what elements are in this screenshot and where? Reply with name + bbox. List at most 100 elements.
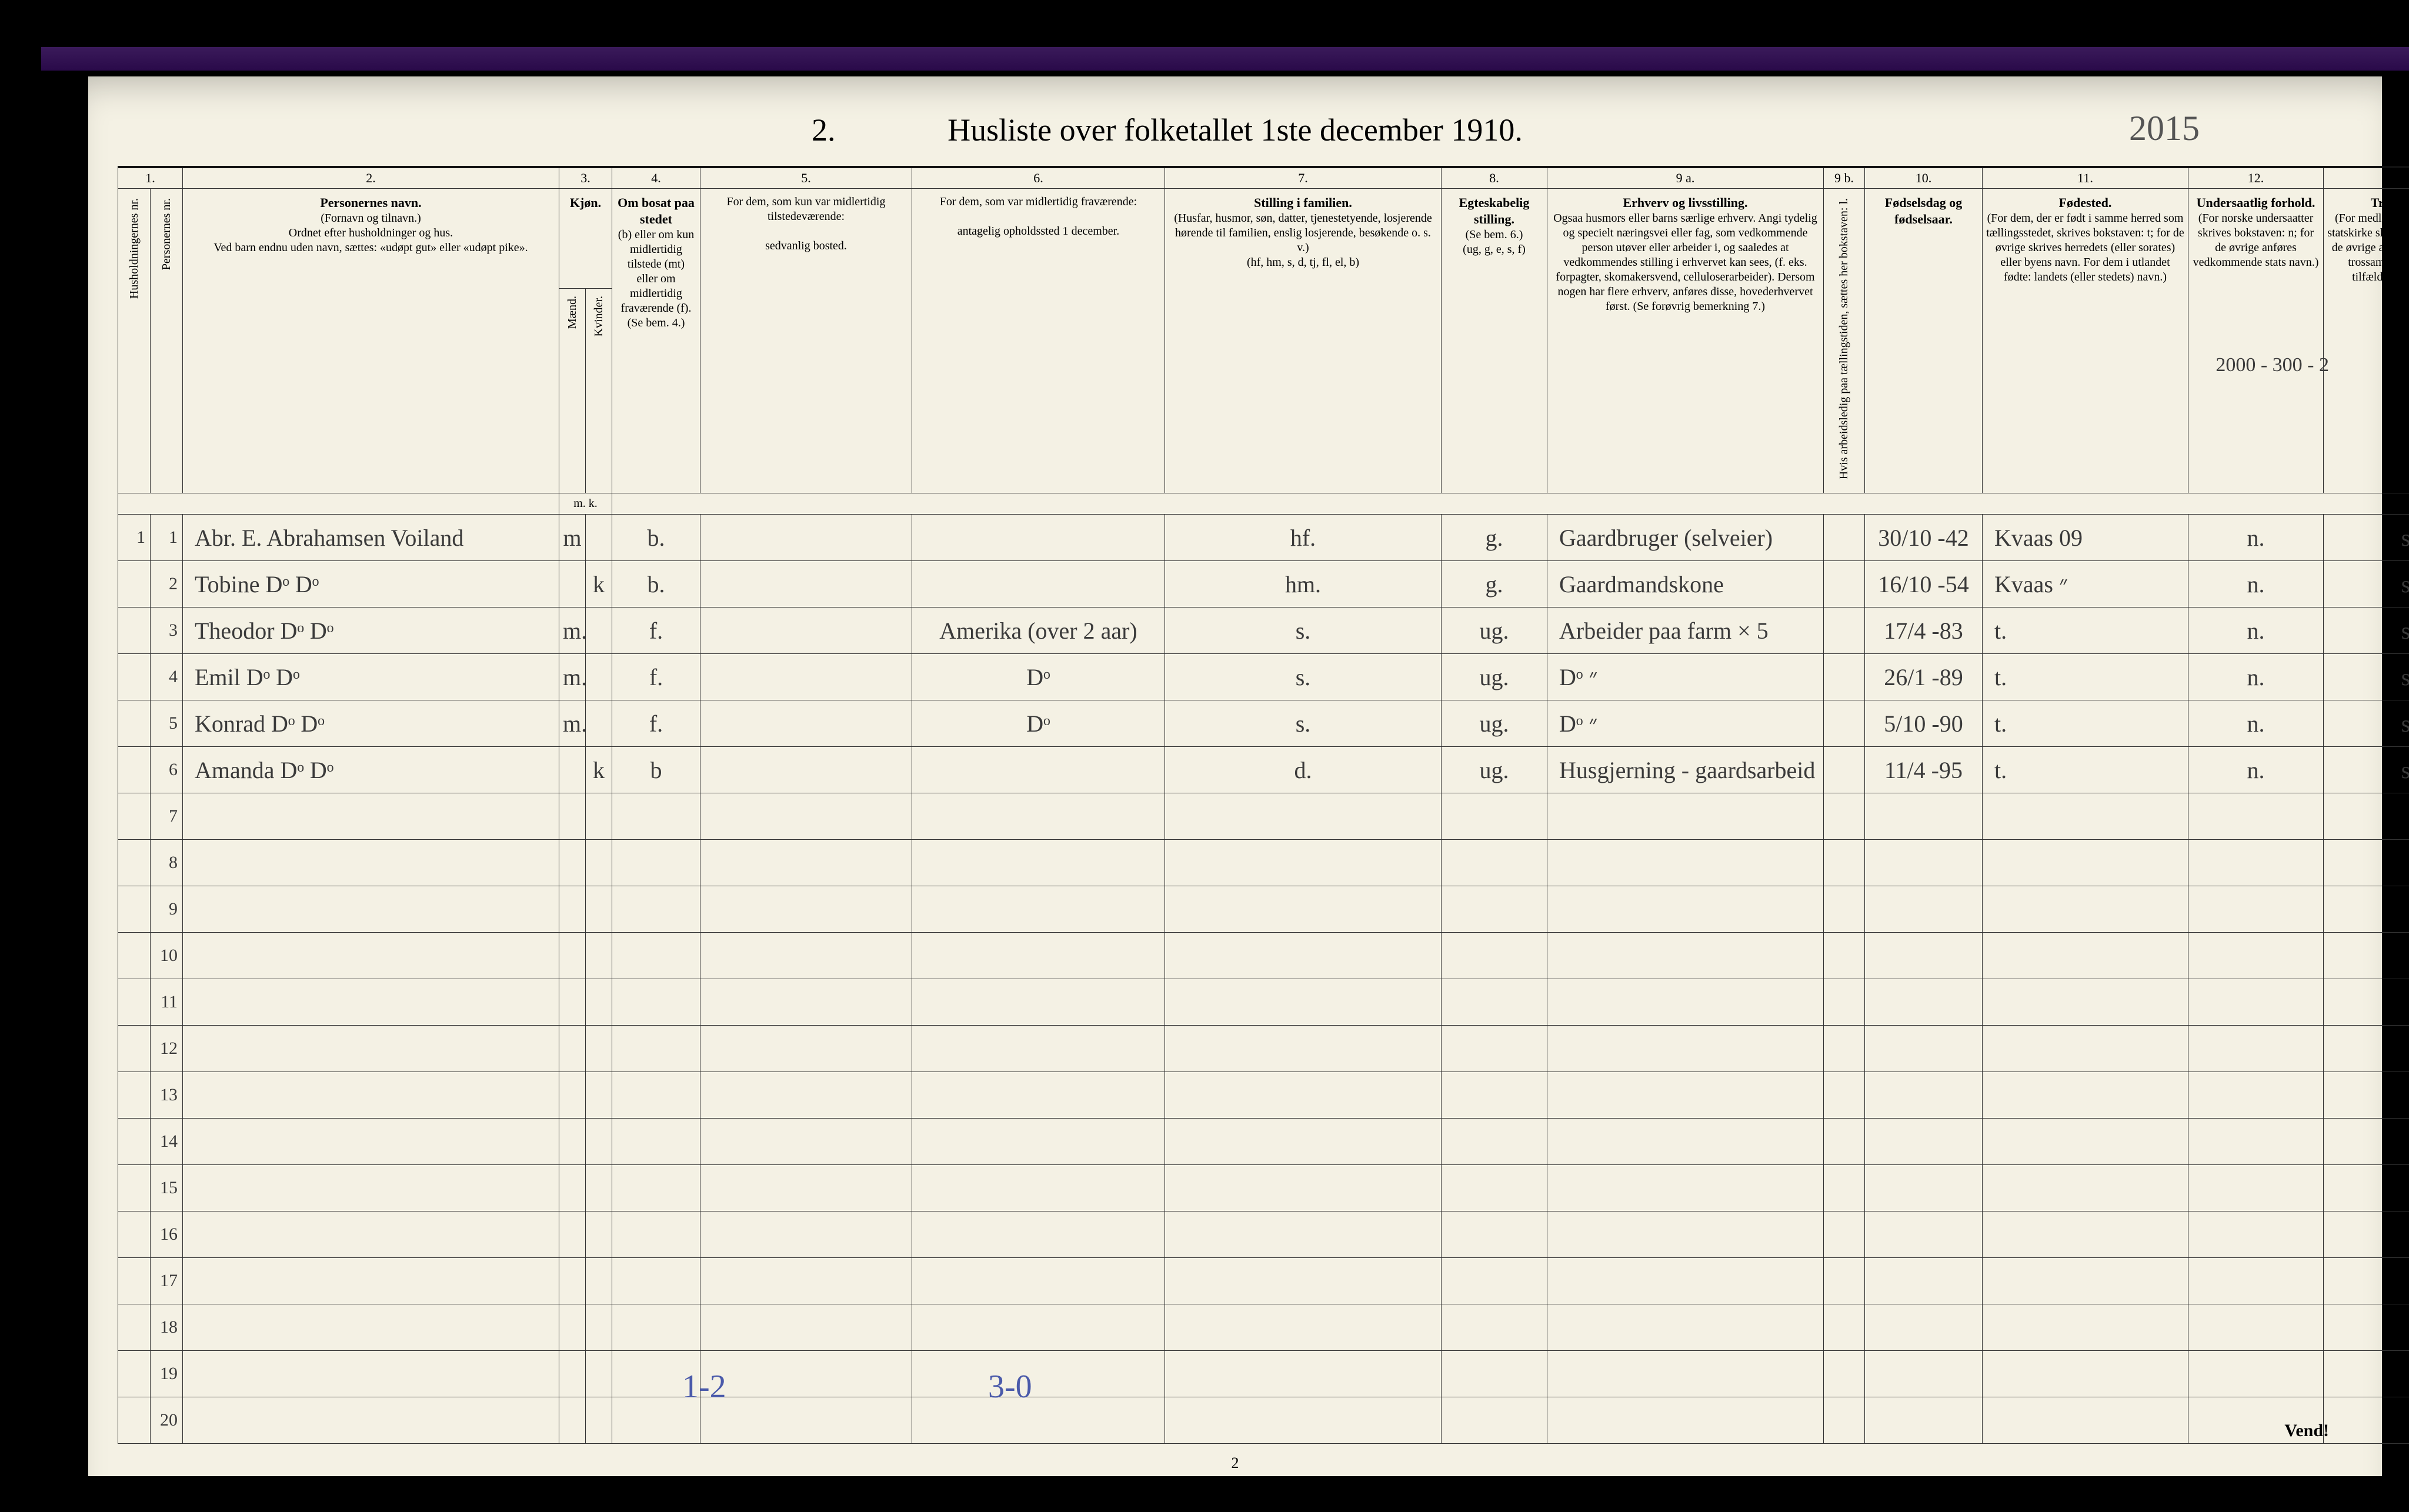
- midl-frav-cell: [912, 747, 1165, 793]
- empty-cell: [586, 1119, 612, 1165]
- fodsel-cell: 5/10 -90: [1865, 700, 1983, 747]
- empty-cell: [1983, 1165, 2188, 1211]
- empty-cell: [700, 840, 912, 886]
- midl-tilstede-cell: [700, 561, 912, 608]
- hdr-egteskab-title: Egteskabelig stilling.: [1459, 195, 1530, 226]
- midl-frav-cell: Dᵒ: [912, 700, 1165, 747]
- empty-cell: [1983, 1119, 2188, 1165]
- empty-cell: [612, 1119, 700, 1165]
- above-row-annotation: 2000 - 300 - 2: [2216, 354, 2329, 376]
- household-nr-cell: [118, 979, 151, 1026]
- mk-blank: [118, 493, 559, 515]
- household-nr-cell: [118, 1026, 151, 1072]
- hdr-stilling-fam-title: Stilling i familien.: [1254, 195, 1352, 210]
- empty-cell: [1165, 793, 1442, 840]
- bosat-cell: f.: [612, 654, 700, 700]
- empty-cell: [559, 886, 586, 933]
- empty-cell: [1983, 1072, 2188, 1119]
- empty-cell: [1983, 886, 2188, 933]
- hdr-kvinder: Kvinder.: [586, 288, 612, 493]
- hdr-erhverv-body: Ogsaa husmors eller barns særlige erhver…: [1553, 212, 1817, 313]
- sex-m-cell: [559, 561, 586, 608]
- empty-cell: [912, 886, 1165, 933]
- midl-tilstede-cell: [700, 700, 912, 747]
- empty-cell: [183, 1026, 559, 1072]
- empty-cell: [700, 793, 912, 840]
- empty-cell: [559, 1165, 586, 1211]
- fodested-cell: t.: [1983, 700, 2188, 747]
- hdr-husholdning-nr: Husholdningernes nr.: [118, 189, 151, 493]
- household-nr-cell: 1: [118, 515, 151, 561]
- household-nr-cell: [118, 1304, 151, 1351]
- household-nr-cell: [118, 561, 151, 608]
- undersaat-cell: n.: [2188, 747, 2324, 793]
- empty-cell: [1865, 1211, 1983, 1258]
- table-row: 15: [118, 1165, 2409, 1211]
- hdr-arbeidsledig: Hvis arbeidsledig paa tællingstiden, sæt…: [1824, 189, 1865, 493]
- empty-cell: [1442, 1026, 1547, 1072]
- trossamfund-cell: s.: [2324, 654, 2409, 700]
- table-row: 6Amanda Dᵒ Dᵒkbd.ug.Husgjerning - gaards…: [118, 747, 2409, 793]
- empty-cell: [559, 1072, 586, 1119]
- midl-tilstede-cell: [700, 654, 912, 700]
- hdr-bosat: Om bosat paa stedet (b) eller om kun mid…: [612, 189, 700, 493]
- person-nr-cell: 14: [151, 1119, 183, 1165]
- colnum-6: 6.: [912, 167, 1165, 189]
- empty-cell: [1983, 1258, 2188, 1304]
- empty-cell: [586, 933, 612, 979]
- empty-cell: [2188, 886, 2324, 933]
- empty-cell: [559, 1397, 586, 1444]
- empty-cell: [612, 1165, 700, 1211]
- empty-cell: [700, 1119, 912, 1165]
- fodested-cell: Kvaas 09: [1983, 515, 2188, 561]
- colnum-7: 7.: [1165, 167, 1442, 189]
- empty-cell: [183, 1072, 559, 1119]
- midl-frav-cell: [912, 515, 1165, 561]
- empty-cell: [1165, 1165, 1442, 1211]
- bosat-cell: b.: [612, 515, 700, 561]
- rows-body: 11Abr. E. Abrahamsen Voilandmb.hf.g.Gaar…: [118, 515, 2409, 1444]
- hdr-fodested-body: (For dem, der er født i samme herred som…: [1986, 212, 2184, 283]
- empty-cell: [1165, 1397, 1442, 1444]
- empty-cell: [2188, 1165, 2324, 1211]
- erhverv-cell: Gaardbruger (selveier): [1547, 515, 1824, 561]
- empty-cell: [612, 979, 700, 1026]
- empty-cell: [1865, 1304, 1983, 1351]
- empty-cell: [1442, 1072, 1547, 1119]
- empty-cell: [1983, 840, 2188, 886]
- empty-cell: [700, 1165, 912, 1211]
- household-nr-cell: [118, 1119, 151, 1165]
- person-nr-cell: 5: [151, 700, 183, 747]
- table-row: 16: [118, 1211, 2409, 1258]
- empty-cell: [1547, 886, 1824, 933]
- empty-cell: [912, 1258, 1165, 1304]
- fodsel-cell: 17/4 -83: [1865, 608, 1983, 654]
- egteskab-cell: g.: [1442, 561, 1547, 608]
- page-title: Husliste over folketallet 1ste december …: [947, 112, 1523, 148]
- fodested-cell: Kvaas ״: [1983, 561, 2188, 608]
- hdr-midl-tilstede-title: For dem, som kun var midlertidig tilsted…: [727, 195, 886, 223]
- empty-cell: [586, 1258, 612, 1304]
- arbeidsledig-cell: [1824, 515, 1865, 561]
- empty-cell: [183, 979, 559, 1026]
- empty-cell: [1824, 1258, 1865, 1304]
- undersaat-cell: n.: [2188, 561, 2324, 608]
- page-section-number: 2.: [812, 112, 836, 148]
- person-nr-cell: 16: [151, 1211, 183, 1258]
- midl-frav-cell: Dᵒ: [912, 654, 1165, 700]
- empty-cell: [1824, 1397, 1865, 1444]
- empty-cell: [1824, 840, 1865, 886]
- person-nr-cell: 19: [151, 1351, 183, 1397]
- empty-cell: [586, 1072, 612, 1119]
- empty-cell: [700, 979, 912, 1026]
- empty-cell: [1547, 1397, 1824, 1444]
- blue-pencil-right: 3-0: [988, 1368, 1032, 1406]
- hdr-kjon-title: Kjøn.: [559, 189, 612, 289]
- empty-cell: [2324, 933, 2409, 979]
- undersaat-cell: n.: [2188, 700, 2324, 747]
- sex-k-cell: [586, 515, 612, 561]
- trossamfund-cell: s.: [2324, 700, 2409, 747]
- empty-cell: [586, 1351, 612, 1397]
- empty-cell: [912, 979, 1165, 1026]
- empty-cell: [1165, 1304, 1442, 1351]
